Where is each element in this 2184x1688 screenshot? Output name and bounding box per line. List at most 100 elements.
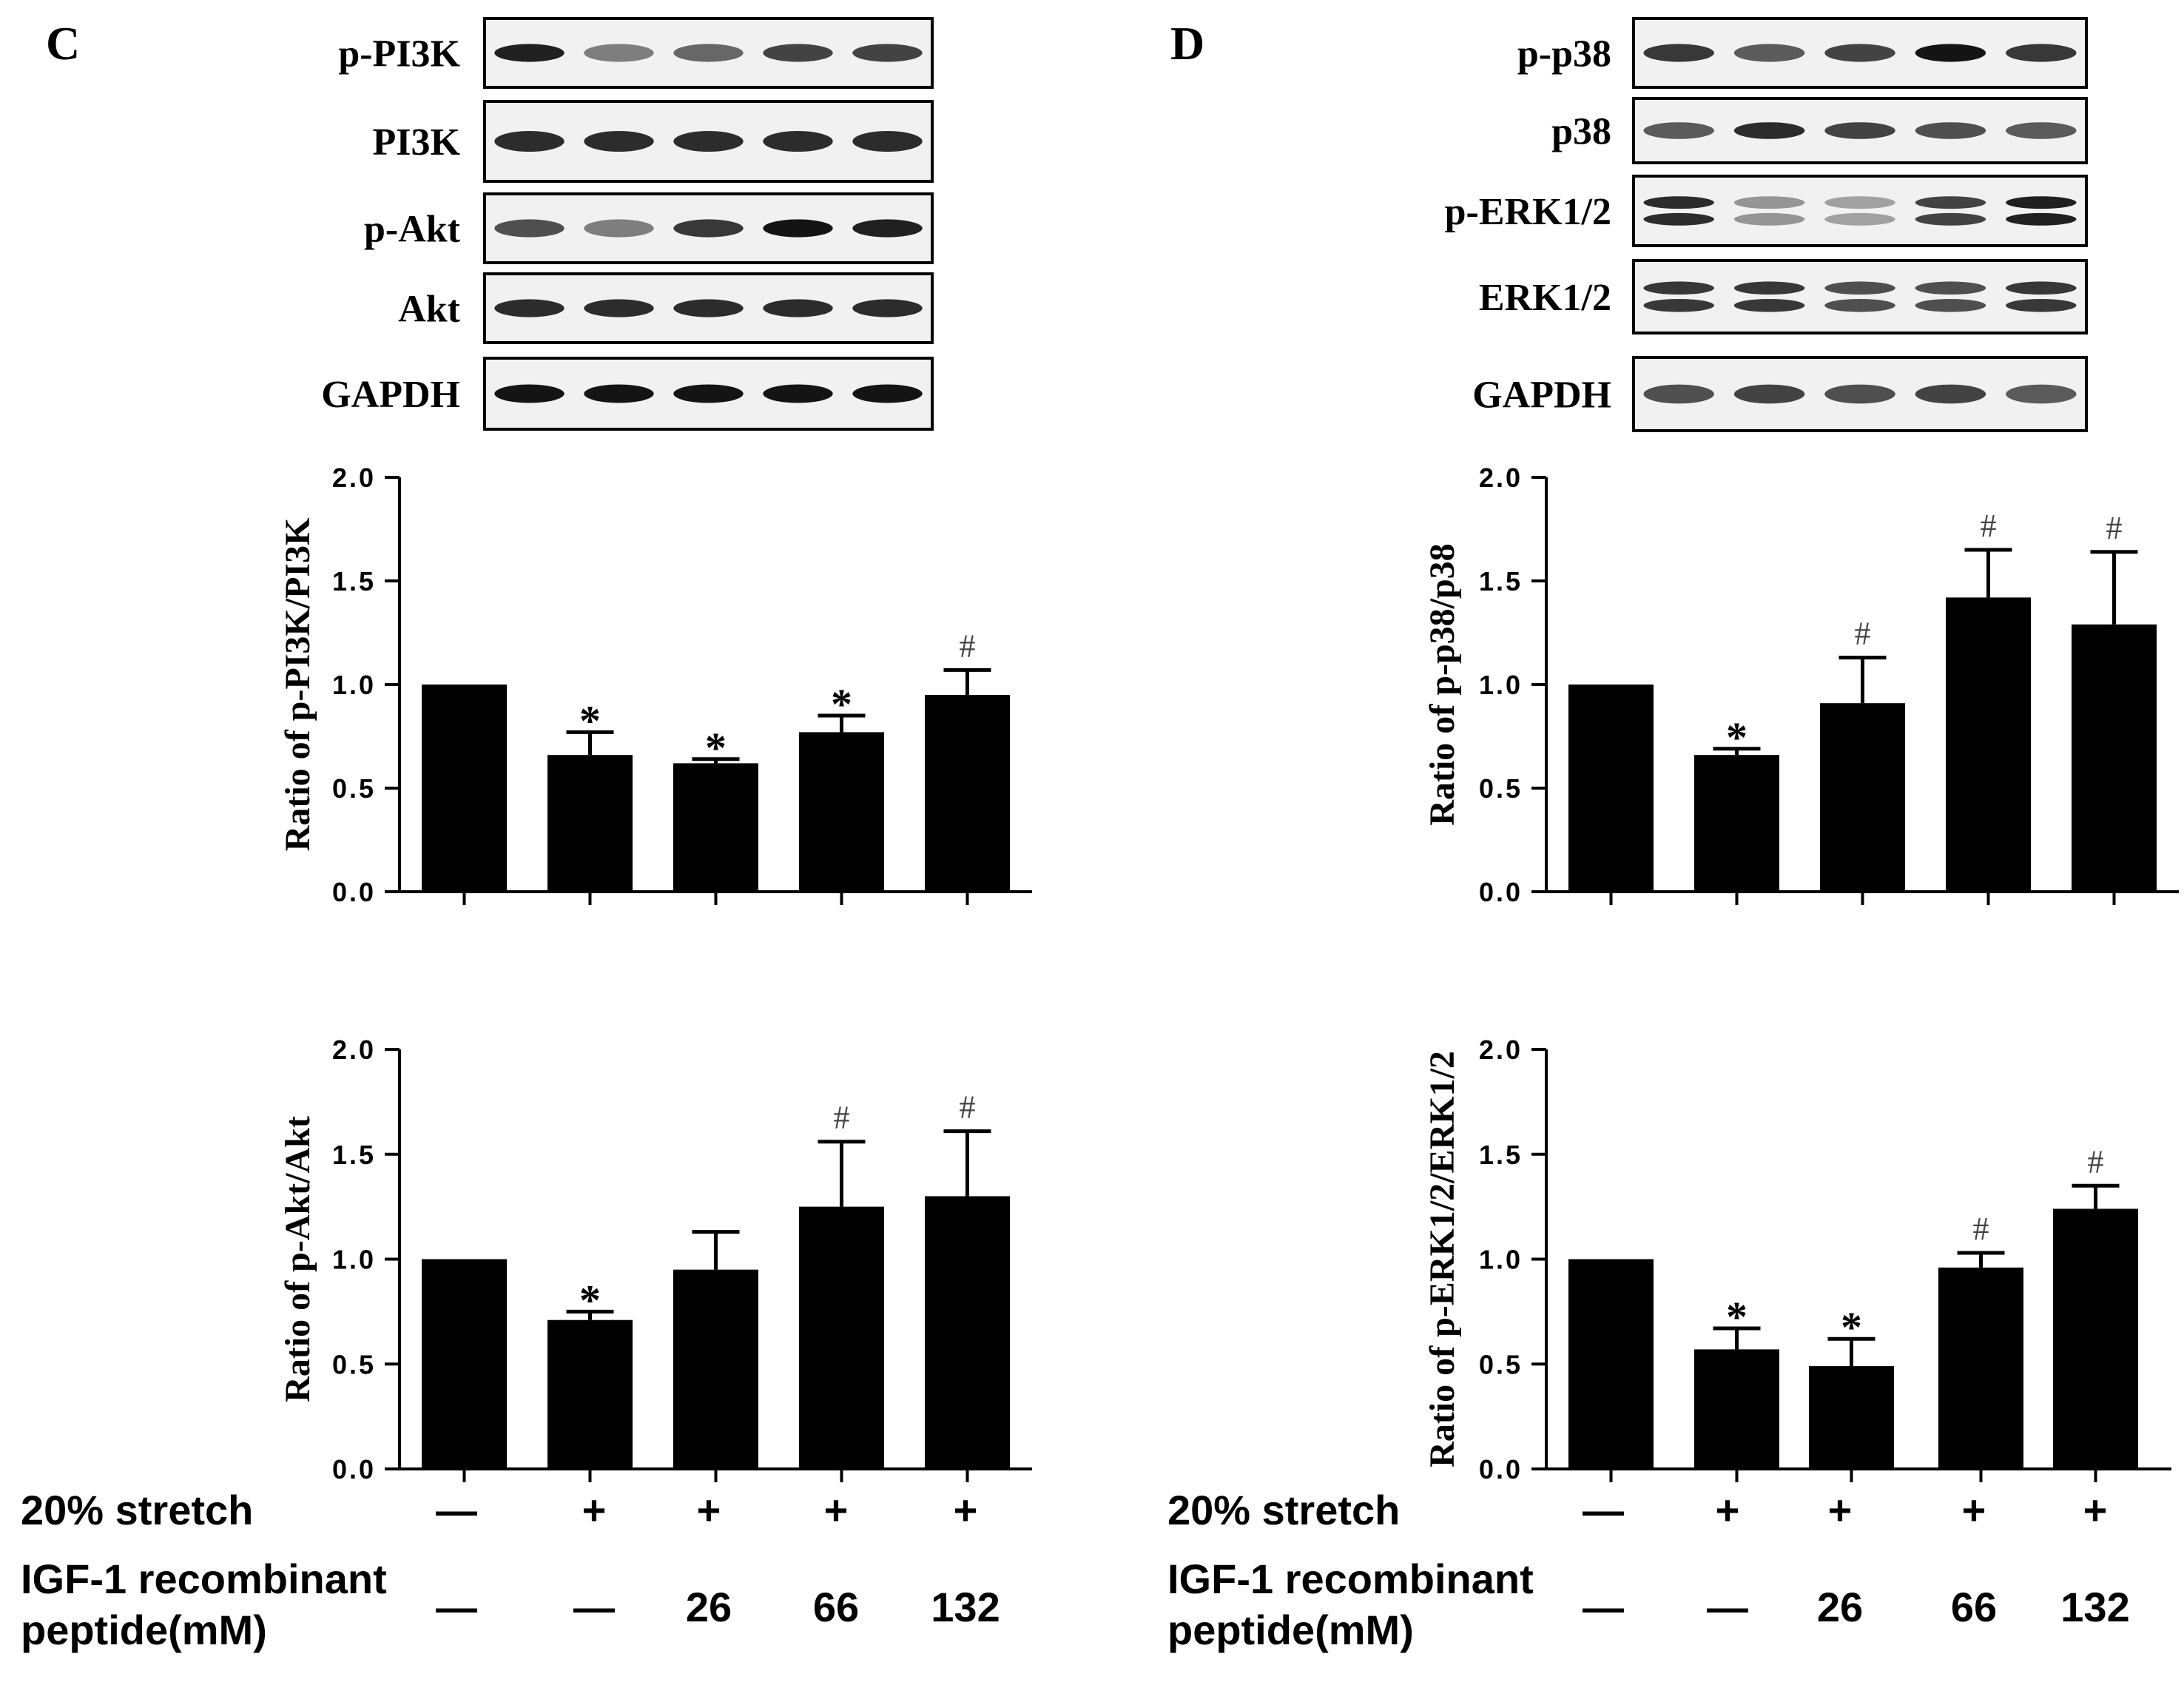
- stretch-value: +: [697, 1487, 721, 1533]
- blot-band: [2006, 212, 2077, 226]
- y-tick-label: 0.0: [1479, 877, 1523, 907]
- blot-band: [1915, 384, 1986, 404]
- blot-label: PI3K: [373, 121, 461, 164]
- igf-value: 26: [686, 1584, 732, 1630]
- y-tick-label: 0.0: [1479, 1454, 1523, 1484]
- blot-akt: Akt: [398, 272, 934, 344]
- stretch-value: —: [436, 1487, 477, 1533]
- significance-star: *: [1726, 713, 1747, 761]
- blot-band: [763, 384, 833, 403]
- significance-hash: #: [834, 1100, 850, 1136]
- significance-hash: #: [2088, 1143, 2104, 1180]
- blot-band: [673, 384, 744, 403]
- stretch-label: 20% stretch: [1167, 1487, 1400, 1533]
- blot-label: p-Akt: [364, 209, 461, 251]
- blot-band: [1733, 122, 1805, 139]
- igf-value: 66: [1951, 1584, 1997, 1630]
- blot-label: p38: [1551, 111, 1611, 153]
- bar: [925, 1196, 1010, 1469]
- stretch-value: —: [1583, 1487, 1624, 1533]
- blot-band: [763, 130, 833, 152]
- stretch-value: +: [954, 1487, 978, 1533]
- blot-band: [1915, 212, 1986, 226]
- blot-p-akt: p-Akt: [364, 192, 934, 264]
- blot-band: [1733, 281, 1805, 295]
- blot-band: [1643, 196, 1714, 209]
- bar: [1820, 703, 1905, 892]
- blot-gapdh: GAPDH: [1472, 356, 2088, 432]
- y-tick-label: 2.0: [332, 1035, 376, 1065]
- significance-hash: #: [1855, 616, 1871, 652]
- bar: [422, 1259, 507, 1469]
- blot-band: [852, 130, 923, 152]
- y-tick-label: 1.5: [1479, 1140, 1523, 1170]
- y-tick-label: 1.5: [332, 566, 376, 596]
- bar: [2053, 1208, 2138, 1469]
- blot-band: [763, 219, 833, 238]
- blot-band: [852, 299, 923, 317]
- blot-p-erk1-2: p-ERK1/2: [1445, 175, 2088, 247]
- y-tick-label: 0.5: [332, 1349, 376, 1379]
- igf-value: —: [573, 1584, 615, 1630]
- blot-label: GAPDH: [1472, 374, 1611, 417]
- y-tick-label: 1.0: [332, 670, 376, 700]
- igf-value: —: [1707, 1584, 1748, 1630]
- y-axis-label: Ratio of p-Akt/Akt: [278, 1116, 317, 1402]
- blot-band: [1643, 122, 1714, 139]
- blot-label: Akt: [398, 289, 460, 331]
- blot-band: [494, 299, 564, 317]
- blot-label: ERK1/2: [1479, 277, 1611, 319]
- significance-hash: #: [960, 1089, 976, 1126]
- stretch-value: +: [1828, 1487, 1853, 1533]
- blot-band: [494, 384, 564, 403]
- blot-band: [1643, 281, 1714, 295]
- blot-erk1-2: ERK1/2: [1479, 259, 2088, 334]
- blot-band: [763, 44, 833, 62]
- blot-p-pi3k: p-PI3K: [338, 17, 934, 89]
- blot-band: [1733, 384, 1805, 404]
- bar-chart: 0.0 0.5 1.0 1.5 2.0 * # # Ratio of p-Akt/Akt: [278, 1035, 1032, 1484]
- blot-label: GAPDH: [321, 374, 460, 416]
- blot-band: [1915, 44, 1986, 62]
- igf-label: IGF-1 recombinant: [21, 1556, 387, 1602]
- stretch-value: +: [1962, 1487, 1986, 1533]
- bar: [799, 732, 884, 892]
- blot-band: [2006, 196, 2077, 209]
- bar: [1809, 1366, 1894, 1469]
- blot-p-p38: p-p38: [1517, 17, 2088, 89]
- blot-band: [1824, 281, 1895, 295]
- blot-band: [494, 44, 564, 62]
- blot-band: [1915, 196, 1986, 209]
- bar: [1946, 597, 2031, 892]
- blot-band: [2006, 384, 2077, 404]
- bar: [673, 763, 758, 892]
- blot-pi3k: PI3K: [373, 100, 934, 183]
- y-axis-label: Ratio of p-PI3K/PI3K: [278, 518, 317, 852]
- blot-band: [2006, 281, 2077, 295]
- blot-band: [852, 44, 923, 62]
- significance-star: *: [1841, 1303, 1862, 1351]
- blot-band: [2006, 44, 2077, 62]
- bar: [1568, 1259, 1654, 1469]
- igf-value: —: [436, 1584, 477, 1630]
- y-tick-label: 1.5: [1479, 566, 1523, 596]
- significance-star: *: [579, 696, 601, 744]
- blot-gapdh: GAPDH: [321, 357, 934, 431]
- blot-band: [1915, 298, 1986, 312]
- blot-band: [1824, 122, 1895, 139]
- blot-band: [1643, 384, 1714, 404]
- y-tick-label: 0.0: [332, 877, 376, 907]
- treatment-table: 20% stretch IGF-1 recombinant peptide(mM) —…: [21, 1487, 1000, 1653]
- y-axis-label: Ratio of p-ERK1/2/ERK1/2: [1423, 1051, 1462, 1467]
- blot-band: [1915, 281, 1986, 295]
- blot-band: [852, 384, 923, 403]
- blot-band: [494, 130, 564, 152]
- bar: [1694, 1349, 1779, 1469]
- y-tick-label: 2.0: [1479, 1035, 1523, 1065]
- bar: [547, 1319, 633, 1469]
- bar: [422, 685, 507, 892]
- bar-chart: 0.0 0.5 1.0 1.5 2.0 * * # # Ratio of p-ERK1/2/ERK…: [1423, 1035, 2171, 1484]
